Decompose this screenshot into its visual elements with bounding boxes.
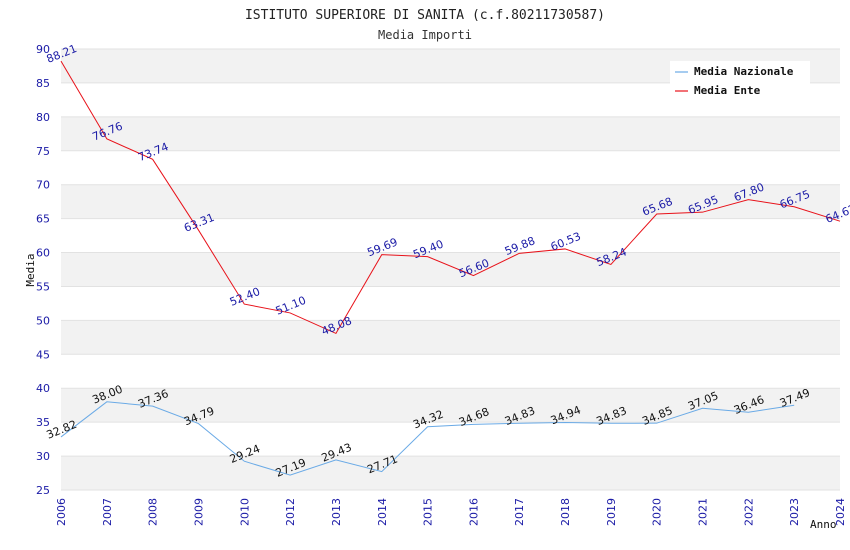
data-label: 51.10 [274, 294, 308, 318]
x-tick-label: 2015 [422, 498, 435, 526]
grid-band [61, 252, 840, 287]
y-tick-label: 35 [36, 416, 50, 429]
x-tick-label: 2010 [238, 498, 251, 526]
y-axis-label: Media [24, 253, 37, 286]
x-axis-ticks: 2006 2007 2008 2009 2010 2012 2013 2014 2015 2016… [55, 498, 847, 526]
x-tick-label: 2016 [467, 498, 480, 526]
legend-label-media-ente: Media Ente [694, 84, 761, 97]
x-tick-label: 2014 [376, 498, 389, 526]
x-tick-label: 2006 [55, 498, 68, 526]
chart-subtitle: Media Importi [378, 28, 472, 42]
grid-band [61, 456, 840, 490]
x-tick-label: 2013 [330, 498, 343, 526]
y-tick-label: 85 [36, 77, 50, 90]
x-axis-label: Anno [810, 518, 837, 531]
x-tick-label: 2020 [651, 498, 664, 526]
chart-title: ISTITUTO SUPERIORE DI SANITA (c.f.802117… [245, 8, 605, 23]
grid-band [61, 388, 840, 423]
x-tick-label: 2021 [697, 498, 710, 526]
legend-label-media-nazionale: Media Nazionale [694, 65, 794, 78]
legend: Media Nazionale Media Ente [670, 61, 810, 101]
x-tick-label: 2008 [147, 498, 160, 526]
y-tick-label: 50 [36, 314, 50, 327]
y-tick-label: 75 [36, 145, 50, 158]
data-label: 52.40 [228, 285, 262, 309]
grid-band [61, 320, 840, 355]
y-tick-label: 65 [36, 213, 50, 226]
x-tick-label: 2017 [513, 498, 526, 526]
y-axis-ticks: 25 30 35 40 45 50 55 60 65 70 75 80 85 90 [36, 43, 50, 497]
y-tick-label: 90 [36, 43, 50, 56]
y-tick-label: 80 [36, 111, 50, 124]
x-tick-label: 2024 [834, 498, 847, 526]
x-tick-label: 2012 [284, 498, 297, 526]
grid-bands [61, 49, 840, 490]
y-tick-label: 25 [36, 484, 50, 497]
data-label: 60.53 [549, 230, 583, 254]
series-line-media-ente [60, 60, 841, 335]
x-tick-label: 2018 [559, 498, 572, 526]
x-tick-label: 2019 [605, 498, 618, 526]
x-tick-label: 2022 [742, 498, 755, 526]
y-tick-label: 60 [36, 247, 50, 260]
y-tick-label: 30 [36, 450, 50, 463]
legend-box [670, 61, 810, 101]
x-tick-label: 2009 [192, 498, 205, 526]
grid-band [61, 184, 840, 219]
y-tick-label: 70 [36, 179, 50, 192]
x-tick-label: 2007 [101, 498, 114, 526]
y-tick-label: 40 [36, 382, 50, 395]
series-lines [60, 60, 841, 476]
y-tick-label: 55 [36, 280, 50, 293]
x-tick-label: 2023 [788, 498, 801, 526]
y-tick-label: 45 [36, 348, 50, 361]
series-line-media-nazionale [60, 401, 795, 476]
grid-band [61, 116, 840, 151]
